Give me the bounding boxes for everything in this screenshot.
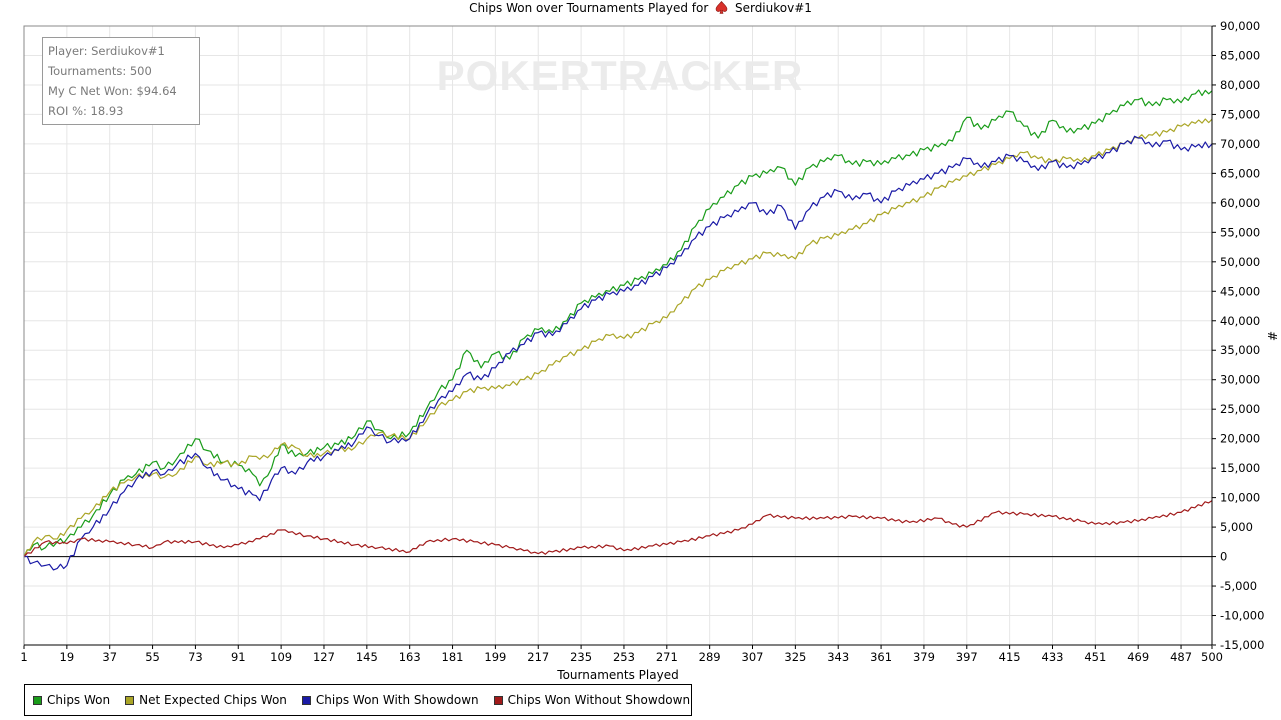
y-tick-label: 45,000 bbox=[1220, 284, 1260, 298]
y-tick-label: 60,000 bbox=[1220, 196, 1260, 210]
y-tick-label: 40,000 bbox=[1220, 314, 1260, 328]
y-axis-label: # bbox=[1265, 331, 1279, 341]
stats-info-box: Player: Serdiukov#1 Tournaments: 500 My … bbox=[42, 37, 200, 125]
x-tick-label: 145 bbox=[356, 650, 378, 664]
legend-label: Net Expected Chips Won bbox=[139, 693, 287, 707]
x-tick-label: 217 bbox=[527, 650, 549, 664]
series-with-showdown bbox=[23, 135, 1213, 571]
x-tick-label: 289 bbox=[699, 650, 721, 664]
legend-label: Chips Won bbox=[47, 693, 111, 707]
watermark-text: POKERTRACKER bbox=[437, 52, 804, 99]
info-player: Player: Serdiukov#1 bbox=[48, 44, 165, 58]
series-chips-won bbox=[23, 89, 1213, 557]
chart-title: Chips Won over Tournaments Played for Se… bbox=[0, 1, 1281, 15]
x-tick-label: 500 bbox=[1201, 650, 1223, 664]
x-tick-label: 73 bbox=[188, 650, 203, 664]
y-tick-label: 90,000 bbox=[1220, 19, 1260, 33]
y-tick-label: 10,000 bbox=[1220, 491, 1260, 505]
x-tick-label: 433 bbox=[1042, 650, 1064, 664]
axes: -15,000 -10,000 -5,000 0 5,000 10,000 15,000 20… bbox=[20, 19, 1264, 664]
x-tick-label: 271 bbox=[656, 650, 678, 664]
y-tick-label: 85,000 bbox=[1220, 48, 1260, 62]
y-tick-label: 5,000 bbox=[1220, 520, 1253, 534]
x-tick-label: 181 bbox=[442, 650, 464, 664]
legend-item-chips-won[interactable]: Chips Won bbox=[33, 693, 110, 707]
x-tick-label: 253 bbox=[613, 650, 635, 664]
series-lines bbox=[23, 89, 1213, 571]
legend-item-with-showdown[interactable]: Chips Won With Showdown bbox=[301, 693, 479, 707]
x-tick-label: 307 bbox=[742, 650, 764, 664]
legend-swatch-without-showdown bbox=[493, 695, 503, 705]
x-tick-label: 127 bbox=[313, 650, 335, 664]
y-tick-label: 55,000 bbox=[1220, 225, 1260, 239]
x-tick-label: 19 bbox=[60, 650, 75, 664]
y-tick-label: 35,000 bbox=[1220, 343, 1260, 357]
y-tick-label: 65,000 bbox=[1220, 166, 1260, 180]
x-tick-label: 379 bbox=[913, 650, 935, 664]
x-tick-label: 415 bbox=[999, 650, 1021, 664]
y-tick-label: -5,000 bbox=[1220, 579, 1257, 593]
x-tick-label: 91 bbox=[231, 650, 246, 664]
x-tick-label: 487 bbox=[1170, 650, 1192, 664]
grid bbox=[23, 25, 1213, 646]
x-tick-label: 325 bbox=[784, 650, 806, 664]
chart-title-player: Serdiukov#1 bbox=[734, 1, 812, 15]
info-roi: ROI %: 18.93 bbox=[48, 104, 124, 118]
spade-icon bbox=[715, 1, 728, 14]
legend-swatch-with-showdown bbox=[301, 695, 311, 705]
y-tick-label: 70,000 bbox=[1220, 137, 1260, 151]
y-tick-label: 15,000 bbox=[1220, 461, 1260, 475]
x-tick-label: 361 bbox=[870, 650, 892, 664]
x-tick-label: 55 bbox=[145, 650, 160, 664]
info-net-won: My C Net Won: $94.64 bbox=[48, 84, 177, 98]
y-tick-label: 20,000 bbox=[1220, 432, 1260, 446]
y-tick-label: -15,000 bbox=[1220, 638, 1264, 652]
chart-title-text: Chips Won over Tournaments Played for bbox=[469, 1, 709, 15]
x-tick-label: 37 bbox=[102, 650, 117, 664]
y-tick-label: 50,000 bbox=[1220, 255, 1260, 269]
x-tick-label: 469 bbox=[1127, 650, 1149, 664]
x-axis-label: Tournaments Played bbox=[556, 668, 678, 682]
x-tick-label: 451 bbox=[1084, 650, 1106, 664]
x-tick-label: 109 bbox=[270, 650, 292, 664]
series-net-expected bbox=[23, 118, 1213, 557]
y-tick-label: -10,000 bbox=[1220, 609, 1264, 623]
y-tick-label: 25,000 bbox=[1220, 402, 1260, 416]
info-tournaments: Tournaments: 500 bbox=[48, 64, 152, 78]
legend-swatch-chips-won bbox=[33, 695, 42, 705]
series-without-showdown bbox=[23, 500, 1213, 558]
legend-label: Chips Won Without Showdown bbox=[507, 693, 691, 707]
y-tick-label: 75,000 bbox=[1220, 107, 1260, 121]
legend-item-without-showdown[interactable]: Chips Won Without Showdown bbox=[493, 693, 691, 707]
y-tick-label: 30,000 bbox=[1220, 373, 1260, 387]
legend-item-net-expected[interactable]: Net Expected Chips Won bbox=[125, 693, 287, 707]
watermark: POKERTRACKER bbox=[437, 52, 804, 99]
x-tick-label: 343 bbox=[827, 650, 849, 664]
y-tick-label: 0 bbox=[1220, 550, 1227, 564]
x-tick-label: 235 bbox=[570, 650, 592, 664]
x-tick-label: 163 bbox=[399, 650, 421, 664]
plot-frame bbox=[23, 25, 1213, 646]
legend-label: Chips Won With Showdown bbox=[315, 693, 479, 707]
x-tick-label: 199 bbox=[484, 650, 506, 664]
legend-swatch-net-expected bbox=[125, 695, 135, 705]
y-tick-label: 80,000 bbox=[1220, 78, 1260, 92]
chart-legend: Chips Won Net Expected Chips Won Chips W… bbox=[24, 684, 692, 716]
x-tick-label: 1 bbox=[20, 650, 27, 664]
x-tick-label: 397 bbox=[956, 650, 978, 664]
